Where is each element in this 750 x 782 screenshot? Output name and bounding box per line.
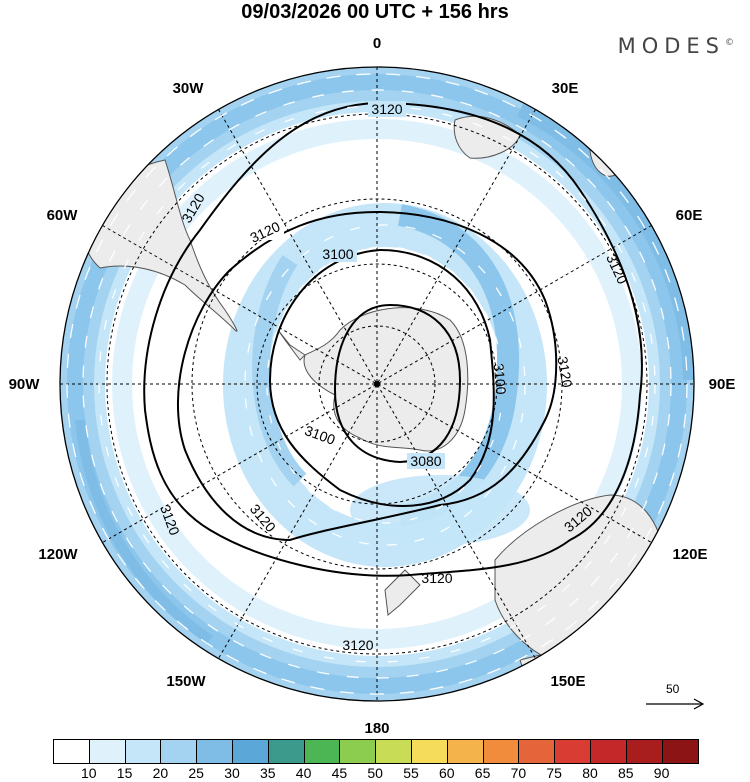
contour-3100: [268, 248, 495, 507]
contour-label-3100-right: 3100: [491, 363, 510, 396]
colorbar-swatch: [411, 740, 448, 763]
lon-label-90e: 90E: [709, 376, 736, 393]
colorbar-swatch: [54, 740, 90, 763]
reference-vector-label: 50: [666, 682, 680, 696]
brand-copyright: ©: [725, 38, 734, 48]
brand-logo: MODES©: [618, 34, 734, 58]
colorbar-label: 10: [81, 765, 97, 781]
colorbar-swatch: [519, 740, 556, 763]
new-zealand: [384, 569, 421, 616]
colorbar-label: 60: [439, 765, 455, 781]
contour-label-3100-top: 3100: [322, 246, 353, 262]
contours: [143, 101, 643, 577]
lon-label-0: 0: [373, 35, 381, 52]
contour-3080: [333, 303, 462, 464]
colorbar-label: 70: [510, 765, 527, 781]
lon-label-60e: 60E: [676, 207, 703, 224]
contour-label-3120-bottom-outer: 3120: [342, 637, 373, 653]
colorbar-label: 75: [546, 765, 562, 781]
vortex-band-south: [350, 475, 530, 545]
map-outline: [59, 66, 695, 702]
wind-vectors: [66, 73, 688, 695]
jet-core-southwest: [75, 419, 213, 645]
antarctic-peninsula: [277, 329, 306, 361]
colorbar-label: 30: [224, 765, 240, 781]
colorbar-label: 85: [618, 765, 634, 781]
colorbar-swatch: [197, 740, 233, 763]
lon-label-30e: 30E: [552, 80, 579, 97]
colorbar-label: 25: [188, 765, 204, 781]
colorbar-swatch: [161, 740, 198, 763]
lon-label-180: 180: [364, 720, 389, 737]
colorbar: [53, 739, 700, 764]
contour-label-3120-bottom: 3120: [421, 570, 452, 586]
colorbar-label: 90: [653, 765, 670, 781]
pole-marker: [374, 381, 380, 387]
colorbar-swatch: [447, 740, 484, 763]
colorbar-labels: 10 15 20 25 30 35 40 45 50 55 60 65 70 75 80 85 90: [53, 765, 701, 782]
colorbar-label: 45: [331, 765, 348, 781]
colorbar-swatch: [232, 740, 269, 763]
colorbar-label: 20: [152, 765, 169, 781]
colorbar-swatch: [626, 740, 663, 763]
colorbar-label: 40: [295, 765, 312, 781]
contour-3120-outer: [143, 101, 643, 577]
lon-label-120w: 120W: [38, 546, 78, 563]
colorbar-swatch: [340, 740, 377, 763]
colorbar-label: 50: [367, 765, 383, 781]
contour-label-3120-right: 3120: [554, 355, 575, 389]
lon-label-150e: 150E: [550, 673, 585, 690]
colorbar-swatch: [662, 740, 699, 763]
colorbar-label: 15: [116, 765, 133, 781]
colorbar-label: 55: [403, 765, 419, 781]
colorbar-swatch: [304, 740, 341, 763]
colorbar-swatch: [268, 740, 305, 763]
colorbar-label: 80: [582, 765, 598, 781]
colorbar-swatch: [555, 740, 591, 763]
contour-3120-inner: [177, 210, 558, 542]
contour-label-3120-top: 3120: [371, 101, 402, 117]
lon-label-90w: 90W: [9, 376, 41, 393]
brand-name: MODES: [617, 34, 725, 58]
colorbar-swatch: [376, 740, 412, 763]
colorbar-swatch: [590, 740, 627, 763]
lon-label-120e: 120E: [672, 546, 707, 563]
colorbar-label: 35: [260, 765, 276, 781]
colorbar-swatch: [125, 740, 162, 763]
colorbar-swatch: [483, 740, 520, 763]
lon-label-30w: 30W: [173, 80, 205, 97]
colorbar-swatch: [89, 740, 126, 763]
contour-label-3080: 3080: [410, 453, 441, 469]
colorbar-label: 65: [474, 765, 491, 781]
map-title: 09/03/2026 00 UTC + 156 hrs: [241, 1, 509, 23]
reference-vector-arrow: [646, 698, 705, 710]
lon-label-150w: 150W: [166, 673, 206, 690]
lon-label-60w: 60W: [47, 207, 79, 224]
